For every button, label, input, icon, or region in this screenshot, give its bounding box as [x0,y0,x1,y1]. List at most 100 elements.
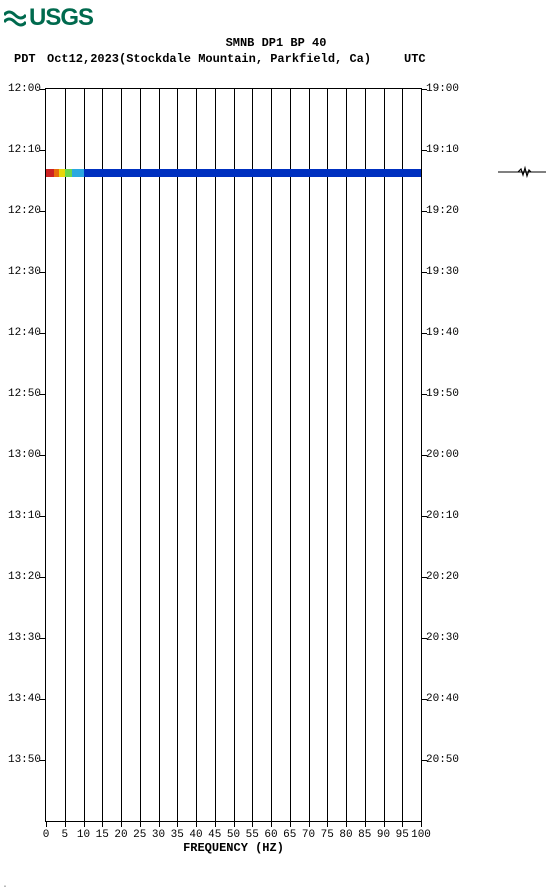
x-tick [159,821,160,827]
grid-vertical [327,89,328,821]
x-tick-label: 10 [77,829,90,841]
grid-vertical [84,89,85,821]
tz-right-label: UTC [404,52,426,66]
grid-vertical [215,89,216,821]
y-tick-label-right: 20:50 [426,754,466,766]
grid-vertical [121,89,122,821]
x-tick-label: 30 [152,829,165,841]
x-tick-label: 95 [396,829,409,841]
x-tick [196,821,197,827]
y-tick-label-right: 19:20 [426,205,466,217]
date-label: Oct12,2023 [47,52,119,66]
x-tick-label: 15 [96,829,109,841]
x-tick [215,821,216,827]
x-tick [271,821,272,827]
x-tick [421,821,422,827]
grid-vertical [384,89,385,821]
grid-vertical [252,89,253,821]
y-tick-label-left: 12:30 [1,266,41,278]
grid-vertical [346,89,347,821]
page: USGS SMNB DP1 BP 40 PDT Oct12,2023 (Stoc… [0,0,552,893]
grid-vertical [309,89,310,821]
y-tick-label-right: 19:00 [426,83,466,95]
x-tick [309,821,310,827]
grid-vertical [365,89,366,821]
x-tick-label: 40 [189,829,202,841]
grid-vertical [159,89,160,821]
x-tick-label: 90 [377,829,390,841]
x-tick-label: 60 [264,829,277,841]
x-tick-label: 85 [358,829,371,841]
x-tick [140,821,141,827]
y-tick-label-left: 13:00 [1,449,41,461]
grid-vertical [290,89,291,821]
y-tick-label-left: 13:40 [1,693,41,705]
y-tick-label-left: 12:40 [1,327,41,339]
x-tick [327,821,328,827]
grid-vertical [234,89,235,821]
grid-vertical [177,89,178,821]
y-tick-label-left: 13:10 [1,510,41,522]
y-tick-label-left: 12:10 [1,144,41,156]
x-axis-title: FREQUENCY (HZ) [46,841,421,855]
x-tick-label: 65 [283,829,296,841]
x-tick-label: 100 [411,829,431,841]
x-tick [252,821,253,827]
chart-title: SMNB DP1 BP 40 [0,36,552,50]
y-tick-label-right: 19:10 [426,144,466,156]
x-tick [84,821,85,827]
x-tick [234,821,235,827]
grid-vertical [65,89,66,821]
y-tick-label-left: 13:20 [1,571,41,583]
x-tick [121,821,122,827]
y-tick-label-right: 20:40 [426,693,466,705]
wave-icon [4,9,26,27]
x-tick [384,821,385,827]
tz-left-label: PDT [14,52,36,66]
y-tick-label-left: 12:50 [1,388,41,400]
spectrogram-plot: FREQUENCY (HZ) 0510152025303540455055606… [45,88,422,822]
x-tick-label: 55 [246,829,259,841]
y-tick-label-right: 19:30 [426,266,466,278]
grid-vertical [140,89,141,821]
x-tick-label: 50 [227,829,240,841]
grid-vertical [271,89,272,821]
x-tick-label: 20 [114,829,127,841]
x-tick [346,821,347,827]
spectral-segment [65,169,73,177]
x-tick-label: 80 [339,829,352,841]
x-tick-label: 35 [171,829,184,841]
spectral-segment [46,169,54,177]
grid-vertical [102,89,103,821]
x-tick [65,821,66,827]
y-tick-label-right: 20:10 [426,510,466,522]
y-tick-label-right: 19:50 [426,388,466,400]
spectral-segment [84,169,422,177]
x-tick [290,821,291,827]
y-tick-label-left: 12:20 [1,205,41,217]
y-tick-label-right: 20:20 [426,571,466,583]
seismic-marker [498,165,546,179]
x-tick-label: 75 [321,829,334,841]
x-tick [177,821,178,827]
grid-vertical [402,89,403,821]
y-tick-label-left: 13:30 [1,632,41,644]
spectral-segment [72,169,83,177]
y-tick-label-right: 20:00 [426,449,466,461]
x-tick [365,821,366,827]
grid-vertical [196,89,197,821]
y-tick-label-right: 20:30 [426,632,466,644]
x-tick [46,821,47,827]
spectral-event-band [46,169,421,177]
y-tick-label-left: 13:50 [1,754,41,766]
x-tick [402,821,403,827]
y-tick-label-left: 12:00 [1,83,41,95]
x-tick-label: 0 [43,829,50,841]
x-tick-label: 5 [61,829,68,841]
usgs-logo-text: USGS [29,4,93,32]
x-tick-label: 25 [133,829,146,841]
y-tick-label-right: 19:40 [426,327,466,339]
x-tick [102,821,103,827]
x-tick-label: 70 [302,829,315,841]
x-tick-label: 45 [208,829,221,841]
